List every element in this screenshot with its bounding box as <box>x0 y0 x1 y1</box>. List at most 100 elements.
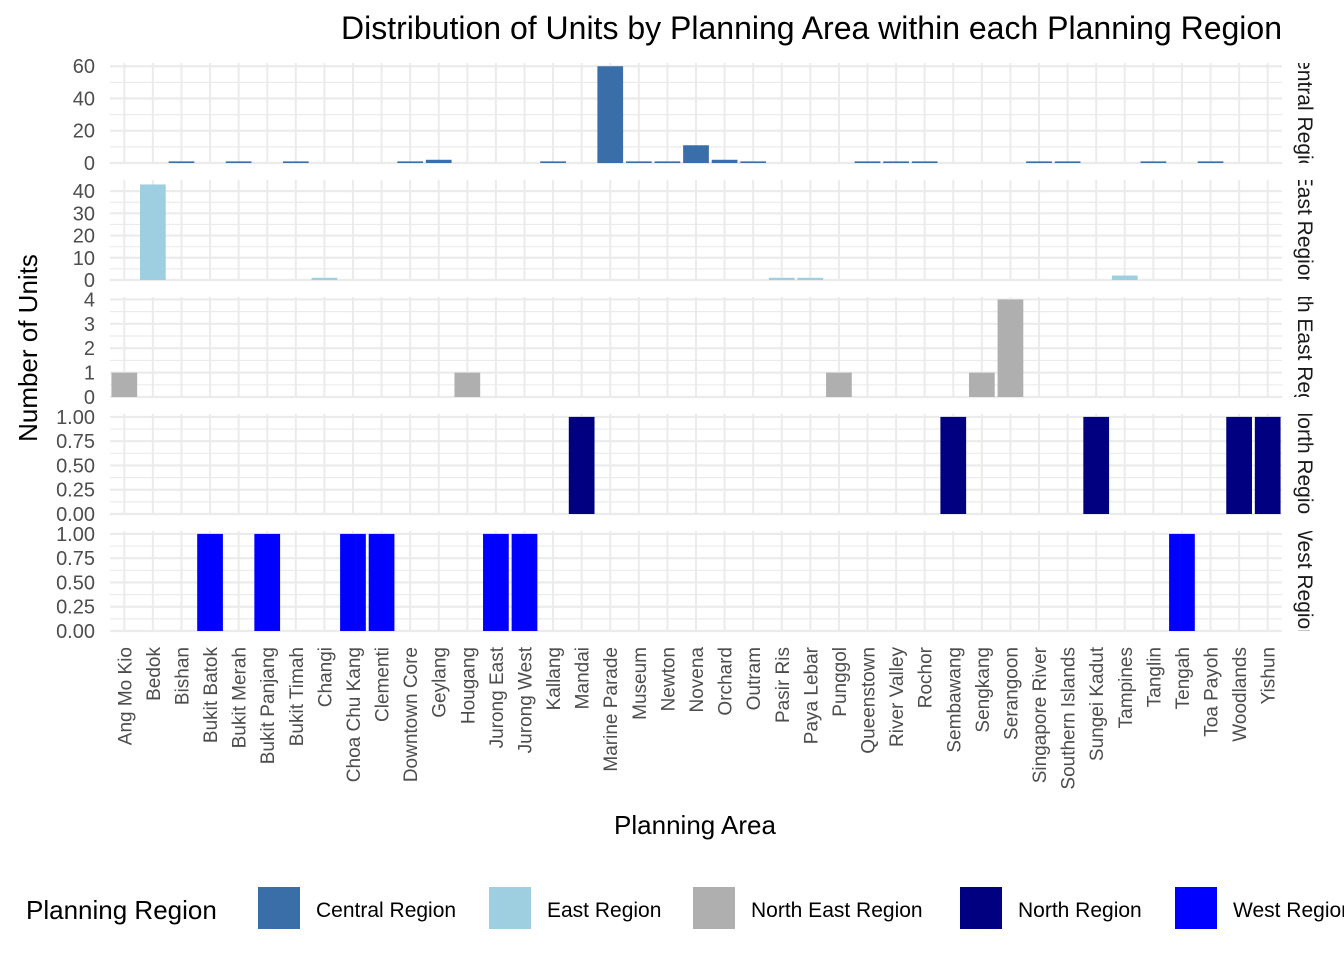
y-tick-label: 10 <box>73 248 95 270</box>
bar <box>540 161 566 163</box>
x-tick-label: Mandai <box>573 647 594 709</box>
y-tick-label: 0.75 <box>56 431 95 453</box>
bar <box>1054 161 1081 163</box>
strip: West Region <box>1293 531 1316 631</box>
x-tick-label: Punggol <box>830 647 851 717</box>
x-tick-label: Kallang <box>544 647 565 710</box>
legend-title: Planning Region <box>26 895 217 925</box>
bar <box>711 159 738 163</box>
x-tick-label: Ang Mo Kio <box>115 647 136 745</box>
y-tick-label: 40 <box>73 181 95 203</box>
bar <box>111 372 138 397</box>
panel-west-region: 0.000.25 0.500.751.00 West Region <box>56 524 1316 643</box>
x-tick-label: Geylang <box>430 647 451 718</box>
x-tick-label: River Valley <box>887 647 908 747</box>
x-tick-label: Novena <box>687 647 708 713</box>
y-tick-label: 4 <box>84 289 95 311</box>
bar <box>425 159 452 163</box>
y-tick-label: 0.75 <box>56 548 95 570</box>
legend-label: North Region <box>1018 899 1142 922</box>
x-tick-label: Clementi <box>373 647 394 722</box>
bar <box>797 277 824 280</box>
x-axis-label: Planning Area <box>614 810 776 840</box>
bar <box>1197 161 1224 163</box>
y-tick-label: 60 <box>73 56 95 78</box>
y-tick-label: 0.25 <box>56 597 95 619</box>
x-tick-label: Sungei Kadut <box>1087 646 1108 761</box>
y-tick-label: 30 <box>73 203 95 225</box>
x-tick-label: Tanglin <box>1144 647 1165 707</box>
x-tick-label: Marine Parade <box>601 647 622 772</box>
y-tick-label: 0.50 <box>56 455 95 477</box>
x-tick-label: Bukit Merah <box>230 647 251 748</box>
x-tick-label: Choa Chu Kang <box>344 647 365 782</box>
bar <box>282 161 309 163</box>
y-tick-label: 0.00 <box>56 504 95 526</box>
bar <box>340 533 366 631</box>
legend-key <box>960 887 1002 929</box>
legend-key <box>258 887 300 929</box>
x-tick-label: Museum <box>630 647 651 720</box>
bar <box>654 161 681 163</box>
bar <box>225 161 252 163</box>
strip-label: Central Region <box>1293 43 1316 183</box>
y-tick-label: 0.50 <box>56 572 95 594</box>
x-tick-label: Bedok <box>144 647 165 701</box>
x-tick-label: Bukit Panjang <box>258 647 279 764</box>
bar <box>997 299 1024 397</box>
y-tick-label: 1 <box>84 363 95 385</box>
bar <box>254 533 281 631</box>
x-tick-label: Woodlands <box>1230 647 1251 742</box>
strip-label: North East Region <box>1293 261 1316 433</box>
strip-label: North Region <box>1293 402 1316 526</box>
bar <box>197 533 223 631</box>
bar <box>1083 416 1110 514</box>
x-tick-label: Bukit Batok <box>201 647 222 744</box>
bar <box>625 161 652 163</box>
panel-north-region: 0.000.25 0.500.751.00 North Region <box>56 402 1316 526</box>
strip: East Region <box>1293 173 1316 287</box>
bar <box>597 66 624 163</box>
bar <box>1254 416 1281 514</box>
legend-key <box>489 887 531 929</box>
bar <box>1226 416 1252 514</box>
y-axis-label: Number of Units <box>13 254 43 442</box>
legend-key <box>1175 887 1217 929</box>
bar <box>826 372 852 397</box>
bar <box>1169 533 1195 631</box>
strip: North East Region <box>1293 261 1316 433</box>
x-tick-label: Outram <box>744 647 765 710</box>
x-tick-label: Sengkang <box>973 647 994 733</box>
bar <box>854 161 881 163</box>
x-tick-label: Pasir Ris <box>773 647 794 723</box>
y-tick-label: 1.00 <box>56 407 95 429</box>
bar <box>511 533 538 631</box>
bar <box>140 184 166 280</box>
y-tick-label: 0 <box>84 270 95 292</box>
y-tick-label: 40 <box>73 88 95 110</box>
bar <box>883 161 909 163</box>
legend-key <box>693 887 735 929</box>
bar <box>368 533 395 631</box>
x-tick-label: Changi <box>315 647 336 707</box>
bar <box>740 161 767 163</box>
y-tick-label: 0.00 <box>56 621 95 643</box>
y-tick-label: 1.00 <box>56 524 95 546</box>
strip-label: East Region <box>1293 173 1316 287</box>
bar <box>940 416 967 514</box>
x-tick-label: Newton <box>658 647 679 711</box>
bar <box>397 161 424 163</box>
x-tick-label: Sembawang <box>944 647 965 753</box>
x-tick-label: Serangoon <box>1001 647 1022 740</box>
strip: Central Region <box>1293 43 1316 183</box>
x-tick-label: Southern Islands <box>1059 647 1080 790</box>
x-tick-label: Singapore River <box>1030 646 1051 783</box>
x-tick-label: Tengah <box>1173 647 1194 709</box>
x-tick-label: Bukit Timah <box>287 647 308 746</box>
panel-central-region: 0 20 40 60 Central Region <box>73 43 1316 183</box>
x-tick-label: Toa Payoh <box>1202 647 1223 737</box>
bar <box>454 372 481 397</box>
bar <box>683 145 709 163</box>
